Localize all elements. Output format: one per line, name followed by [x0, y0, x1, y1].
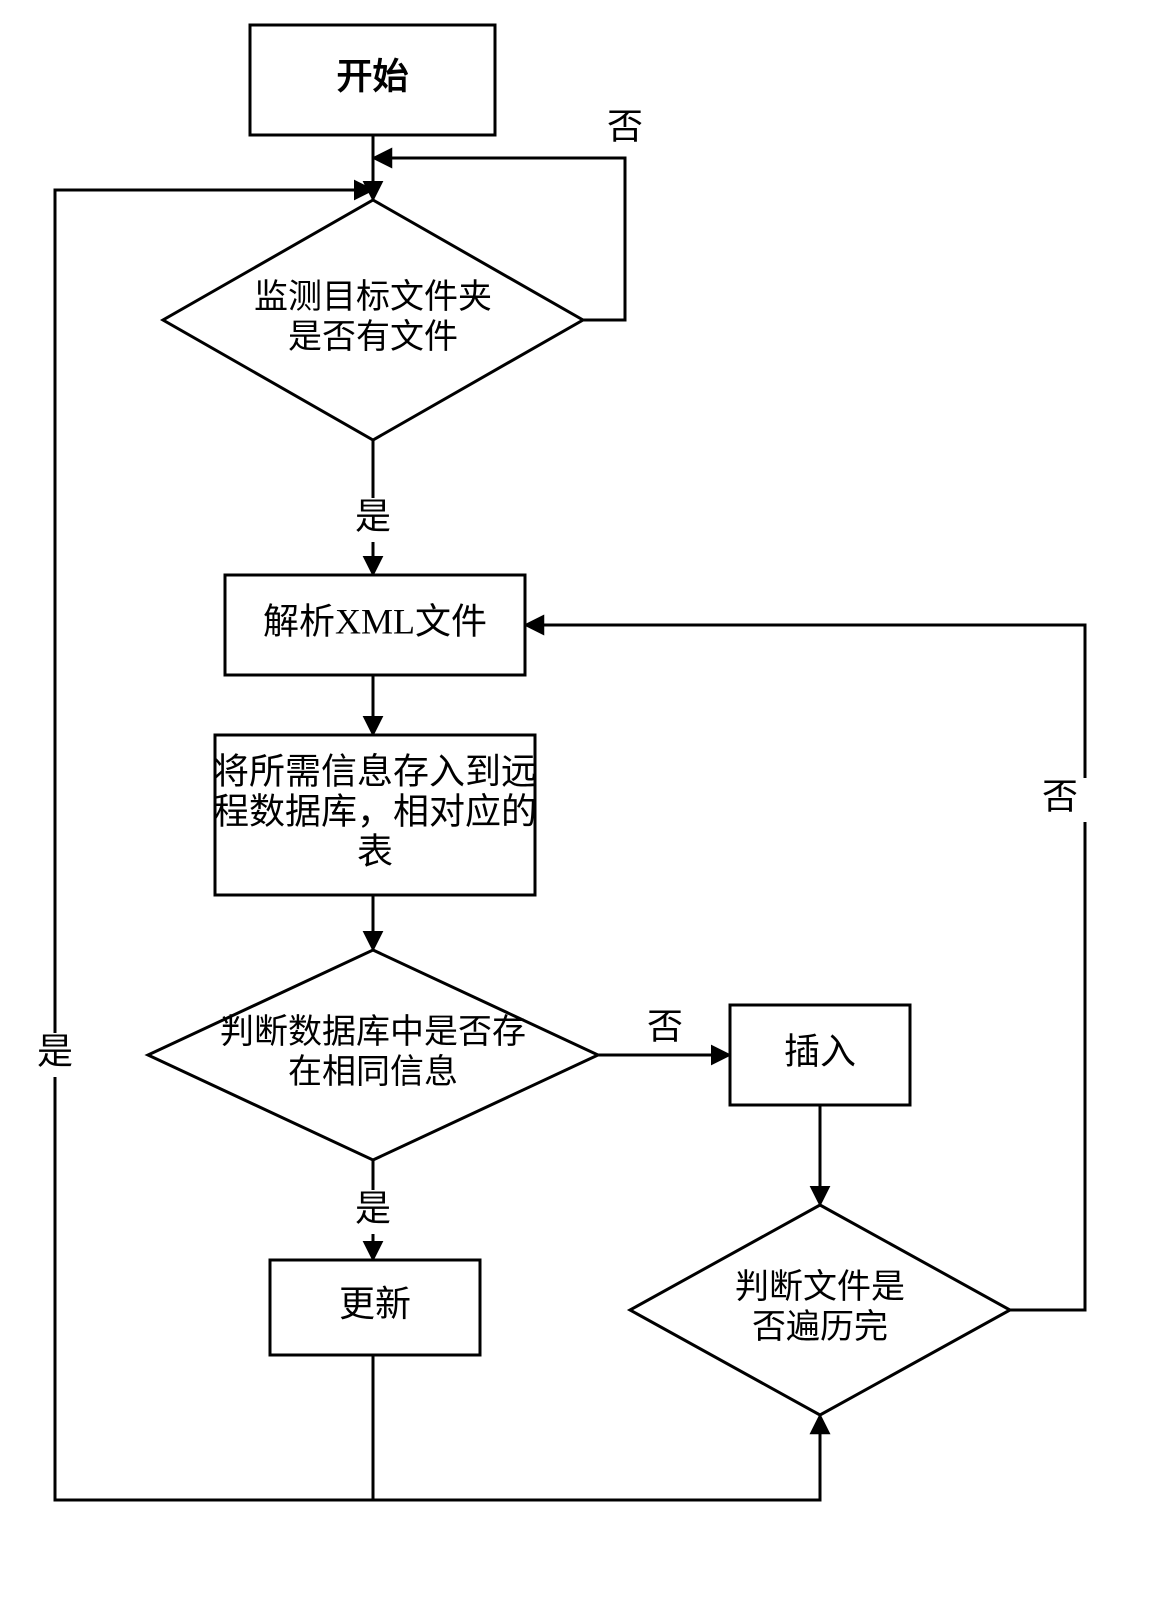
edge-label-d1-no: 否 — [607, 106, 643, 146]
node-text-d2-0: 判断数据库中是否存 — [220, 1013, 526, 1051]
edge-label-d2-no: 否 — [647, 1006, 683, 1046]
node-text-d3-0: 判断文件是 — [735, 1268, 905, 1306]
edge-label-d1-yes: 是 — [355, 496, 391, 536]
node-text-store-0: 将所需信息存入到远 — [213, 751, 537, 791]
edge-d3-no — [525, 625, 1085, 1310]
node-text-update-0: 更新 — [339, 1284, 411, 1324]
edge-label-d3-yes-left: 是 — [37, 1031, 73, 1071]
edge-label-d2-yes: 是 — [355, 1188, 391, 1228]
edge-label-d3-no: 否 — [1042, 776, 1078, 816]
node-text-d1-1: 是否有文件 — [288, 318, 458, 356]
node-text-start-0: 开始 — [336, 56, 408, 96]
node-text-insert-0: 插入 — [784, 1031, 856, 1071]
node-text-store-2: 表 — [357, 831, 393, 871]
node-text-d2-1: 在相同信息 — [288, 1053, 458, 1091]
node-text-d1-0: 监测目标文件夹 — [254, 278, 492, 316]
node-text-parse-0: 解析XML文件 — [263, 601, 487, 641]
node-text-d3-1: 否遍历完 — [752, 1308, 888, 1346]
node-text-store-1: 程数据库，相对应的 — [213, 791, 537, 831]
